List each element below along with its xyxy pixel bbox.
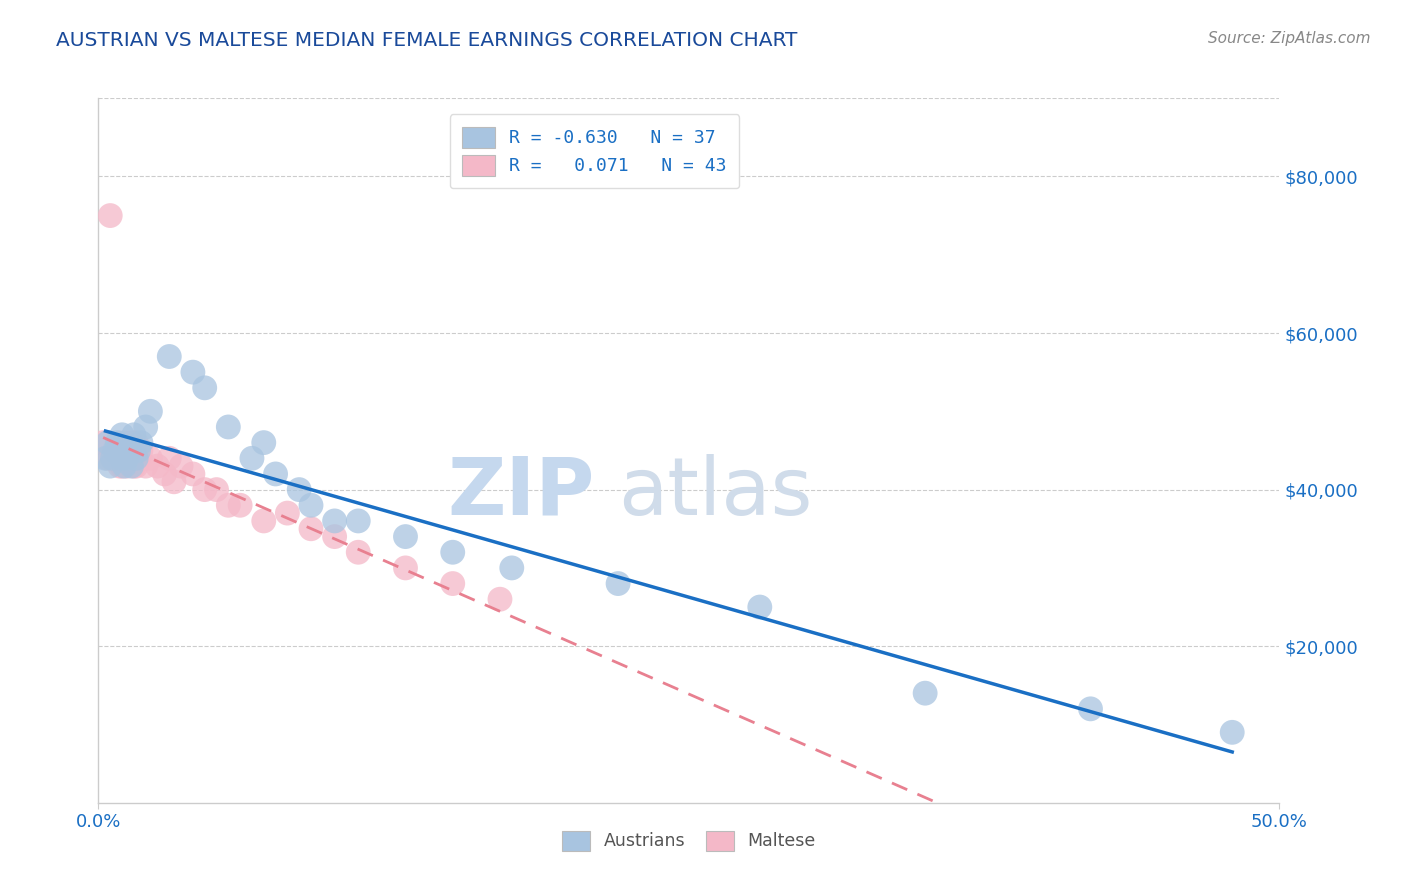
Point [229,498,252,512]
Text: ZIP: ZIP [447,454,595,532]
Point [489,592,512,607]
Point [163,475,186,489]
Point [128,451,150,466]
Point [125,459,148,474]
Point [112,435,135,450]
Point [441,576,464,591]
Point [157,350,180,364]
Point [607,576,630,591]
Point [170,459,193,474]
Point [105,443,128,458]
Point [217,420,239,434]
Point [288,483,311,497]
Point [135,459,157,474]
Point [121,451,143,466]
Point [299,522,322,536]
Point [118,443,141,458]
Point [205,483,228,497]
Point [115,459,138,474]
Point [122,451,145,466]
Point [264,467,287,481]
Text: atlas: atlas [619,454,813,532]
Point [394,530,416,544]
Point [441,545,464,559]
Point [118,451,141,466]
Point [146,459,169,474]
Point [111,427,134,442]
Point [240,451,263,466]
Point [139,404,162,418]
Point [111,451,134,466]
Point [101,451,124,466]
Point [1220,725,1243,739]
Point [129,435,152,450]
Point [217,498,239,512]
Point [323,530,346,544]
Point [111,459,134,474]
Point [121,459,143,474]
Point [153,467,176,481]
Legend: Austrians, Maltese: Austrians, Maltese [555,823,823,857]
Point [115,443,138,458]
Point [914,686,936,700]
Point [97,435,120,450]
Point [139,451,162,466]
Point [501,561,523,575]
Point [1080,702,1102,716]
Point [122,427,145,442]
Point [125,451,148,466]
Point [98,459,121,474]
Point [157,451,180,466]
Point [323,514,346,528]
Point [299,498,322,512]
Point [128,443,150,458]
Point [108,459,131,474]
Point [253,514,276,528]
Point [97,451,120,466]
Point [394,561,416,575]
Point [194,381,217,395]
Point [115,451,138,466]
Point [748,600,770,615]
Point [125,435,148,450]
Text: AUSTRIAN VS MALTESE MEDIAN FEMALE EARNINGS CORRELATION CHART: AUSTRIAN VS MALTESE MEDIAN FEMALE EARNIN… [56,31,797,50]
Point [94,451,117,466]
Point [181,365,204,379]
Point [101,451,124,466]
Point [91,435,114,450]
Point [118,443,141,458]
Point [111,451,134,466]
Point [347,545,370,559]
Point [121,435,143,450]
Point [98,209,121,223]
Point [253,435,276,450]
Point [129,443,152,458]
Point [181,467,204,481]
Point [194,483,217,497]
Point [112,451,135,466]
Point [104,451,127,466]
Point [135,420,157,434]
Point [105,435,128,450]
Point [112,459,135,474]
Text: Source: ZipAtlas.com: Source: ZipAtlas.com [1208,31,1371,46]
Point [347,514,370,528]
Point [276,506,298,520]
Point [122,459,145,474]
Point [104,443,127,458]
